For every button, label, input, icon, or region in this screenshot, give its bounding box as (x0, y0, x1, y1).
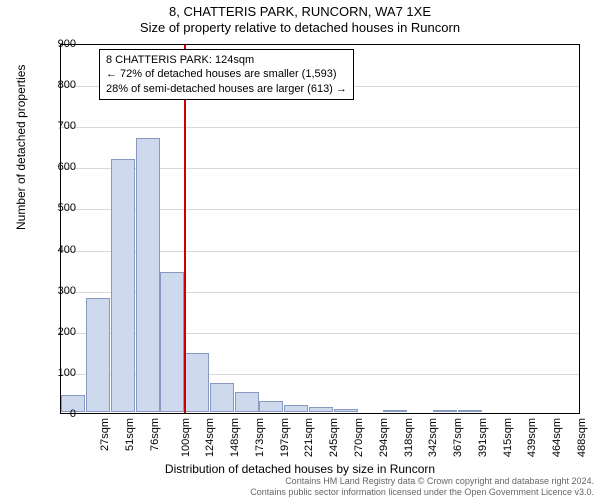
x-tick-label: 100sqm (180, 418, 192, 457)
y-axis-label: Number of detached properties (14, 65, 28, 230)
y-tick-label: 200 (58, 326, 76, 338)
x-tick-label: 148sqm (229, 418, 241, 457)
y-tick-label: 100 (58, 367, 76, 379)
y-tick-label: 900 (58, 38, 76, 50)
x-tick-label: 197sqm (279, 418, 291, 457)
y-tick-label: 700 (58, 120, 76, 132)
x-tick-label: 488sqm (576, 418, 588, 457)
histogram-bar (111, 159, 135, 413)
histogram-bar (160, 272, 184, 412)
chart-plot-area: 8 CHATTERIS PARK: 124sqm← 72% of detache… (60, 44, 580, 414)
property-marker-line (184, 45, 186, 413)
chart-title: 8, CHATTERIS PARK, RUNCORN, WA7 1XE (0, 4, 600, 19)
gridline (61, 127, 579, 128)
y-tick-label: 300 (58, 285, 76, 297)
x-tick-label: 294sqm (378, 418, 390, 457)
footer-attribution: Contains HM Land Registry data © Crown c… (250, 476, 594, 498)
x-tick-label: 464sqm (551, 418, 563, 457)
histogram-bar (458, 410, 482, 412)
x-tick-label: 270sqm (353, 418, 365, 457)
y-tick-label: 800 (58, 79, 76, 91)
y-tick-label: 0 (70, 408, 76, 420)
histogram-bar (185, 353, 209, 412)
histogram-bar (86, 298, 110, 412)
x-tick-label: 439sqm (526, 418, 538, 457)
histogram-bar (210, 383, 234, 412)
histogram-bar (334, 409, 358, 412)
x-tick-label: 76sqm (149, 418, 161, 451)
x-tick-label: 415sqm (502, 418, 514, 457)
x-tick-label: 27sqm (99, 418, 111, 451)
histogram-bar (284, 405, 308, 412)
footer-line: Contains HM Land Registry data © Crown c… (250, 476, 594, 487)
footer-line: Contains public sector information licen… (250, 487, 594, 498)
x-tick-label: 173sqm (254, 418, 266, 457)
histogram-bar (383, 410, 407, 412)
y-tick-label: 500 (58, 202, 76, 214)
x-tick-label: 124sqm (205, 418, 217, 457)
histogram-bar (259, 401, 283, 412)
x-tick-label: 245sqm (328, 418, 340, 457)
annotation-line: 8 CHATTERIS PARK: 124sqm (106, 53, 347, 67)
plot-frame: 8 CHATTERIS PARK: 124sqm← 72% of detache… (60, 44, 580, 414)
x-tick-label: 367sqm (452, 418, 464, 457)
x-tick-label: 342sqm (427, 418, 439, 457)
x-tick-label: 391sqm (477, 418, 489, 457)
histogram-bar (235, 392, 259, 412)
x-tick-label: 318sqm (403, 418, 415, 457)
x-tick-label: 221sqm (304, 418, 316, 457)
annotation-line: 28% of semi-detached houses are larger (… (106, 82, 347, 96)
histogram-bar (433, 410, 457, 412)
annotation-line: ← 72% of detached houses are smaller (1,… (106, 67, 347, 81)
x-axis-label: Distribution of detached houses by size … (0, 462, 600, 476)
chart-title-block: 8, CHATTERIS PARK, RUNCORN, WA7 1XE Size… (0, 0, 600, 35)
property-annotation: 8 CHATTERIS PARK: 124sqm← 72% of detache… (99, 49, 354, 100)
chart-subtitle: Size of property relative to detached ho… (0, 20, 600, 35)
y-tick-label: 400 (58, 244, 76, 256)
histogram-bar (136, 138, 160, 412)
histogram-bar (309, 407, 333, 412)
x-tick-label: 51sqm (124, 418, 136, 451)
y-tick-label: 600 (58, 161, 76, 173)
